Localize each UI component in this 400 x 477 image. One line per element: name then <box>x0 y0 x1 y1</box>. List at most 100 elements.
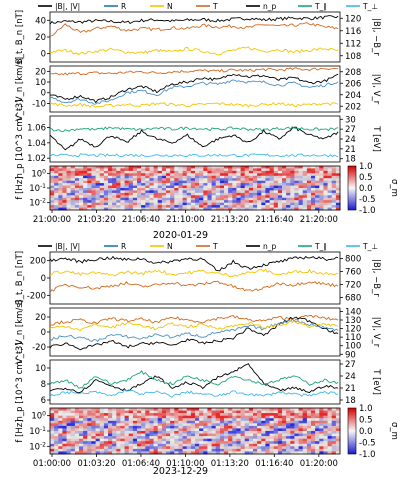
spectrogram-cell <box>99 415 105 419</box>
spectrogram-cell <box>87 200 92 203</box>
spectrogram-cell <box>87 451 92 455</box>
spectrogram-cell <box>207 166 212 169</box>
spectrogram-cell <box>195 446 200 450</box>
spectrogram-cell <box>199 428 204 432</box>
spectrogram-cell <box>153 408 159 411</box>
spectrogram-cell <box>211 415 217 419</box>
spectrogram-cell <box>66 175 72 179</box>
spectrogram-cell <box>170 188 175 191</box>
spectrogram-cell <box>195 420 200 424</box>
ytick-label-right: 90 <box>345 350 356 360</box>
spectrogram-cell <box>132 425 138 429</box>
spectrogram-cell <box>203 188 208 191</box>
spectrogram-cell <box>232 190 237 194</box>
spectrogram-cell <box>54 168 59 172</box>
spectrogram-cell <box>132 166 138 169</box>
ylabel-right: |V|, V_r <box>371 317 381 348</box>
spectrogram-cell <box>253 423 258 427</box>
spectrogram-cell <box>244 425 250 429</box>
spectrogram-cell <box>54 408 59 411</box>
spectrogram-cell <box>74 408 80 411</box>
spectrogram-cell <box>87 168 92 172</box>
spectrogram-cell <box>211 420 217 424</box>
spectrogram-cell <box>178 431 183 434</box>
spectrogram-cell <box>302 178 308 181</box>
spectrogram-cell <box>83 448 88 452</box>
spectrogram-cell <box>302 410 308 414</box>
spectrogram-cell <box>103 428 109 432</box>
spectrogram-cell <box>273 446 279 450</box>
ytick-label-right: 18 <box>345 155 356 165</box>
spectrogram-cell <box>195 410 200 414</box>
spectrogram-cell <box>286 441 291 445</box>
spectrogram-cell <box>103 420 109 424</box>
spectrogram-cell <box>174 433 179 437</box>
spectrogram-cell <box>112 420 117 424</box>
spectrogram-cell <box>282 170 287 174</box>
spectrogram-cell <box>244 175 250 179</box>
spectrogram-cell <box>261 200 266 203</box>
spectrogram-cell <box>141 423 146 427</box>
spectrogram-cell <box>149 183 154 186</box>
spectrogram-cell <box>211 413 217 417</box>
spectrogram-cell <box>257 428 262 432</box>
spectrogram-cell <box>128 443 134 447</box>
spectrogram-cell <box>207 420 212 424</box>
spectrogram-cell <box>195 425 200 429</box>
panel-frame <box>49 307 341 357</box>
spectrogram-cell <box>195 436 200 440</box>
spectrogram-cell <box>282 408 287 411</box>
spectrogram-cell <box>224 166 229 169</box>
spectrogram-cell <box>286 175 291 179</box>
spectrogram-cell <box>290 433 295 437</box>
spectrogram-cell <box>331 200 337 203</box>
spectrogram-cell <box>79 178 84 181</box>
spectrogram-cell <box>124 180 130 184</box>
spectrogram-cell <box>211 183 217 186</box>
spectrogram-cell <box>282 205 287 208</box>
spectrogram-cell <box>70 410 76 414</box>
spectrogram-cell <box>240 418 246 422</box>
spectrogram-cell <box>149 175 154 179</box>
spectrogram-cell <box>174 443 179 447</box>
spectrogram-cell <box>211 408 217 411</box>
spectrogram-cell <box>62 202 67 206</box>
spectrogram-cell <box>240 170 246 174</box>
spectrogram-cell <box>141 436 146 440</box>
spectrogram-cell <box>178 436 183 440</box>
spectrogram-cell <box>236 170 241 174</box>
spectrogram-cell <box>149 418 154 422</box>
spectrogram-cell <box>120 190 125 194</box>
spectrogram-cell <box>290 207 295 211</box>
spectrogram-cell <box>186 195 192 199</box>
spectrogram-cell <box>327 168 333 172</box>
spectrogram-cell <box>145 170 150 174</box>
spectrogram-cell <box>315 408 320 411</box>
spectrogram-cell <box>319 195 324 199</box>
series-line <box>49 316 339 351</box>
spectrogram-cell <box>315 192 320 196</box>
spectrogram-cell <box>99 202 105 206</box>
spectrogram-cell <box>298 178 304 181</box>
spectrogram-cell <box>211 180 217 184</box>
spectrogram-cell <box>286 178 291 181</box>
spectrogram-cell <box>335 188 341 191</box>
spectrogram-cell <box>273 192 279 196</box>
ytick-label-left: 10-2 <box>29 198 46 209</box>
spectrogram-cell <box>224 415 229 419</box>
spectrogram-cell <box>327 173 333 177</box>
spectrogram-cell <box>261 443 266 447</box>
spectrogram-cell <box>311 410 316 414</box>
spectrogram-cell <box>298 436 304 440</box>
spectrogram-cell <box>298 170 304 174</box>
spectrogram-cell <box>282 207 287 211</box>
spectrogram-cell <box>66 446 72 450</box>
spectrogram-cell <box>66 173 72 177</box>
spectrogram-cell <box>323 183 328 186</box>
spectrogram-cell <box>311 202 316 206</box>
spectrogram-cell <box>174 166 179 169</box>
spectrogram-cell <box>190 448 196 452</box>
spectrogram-cell <box>74 166 80 169</box>
spectrogram-cell <box>199 190 204 194</box>
spectrogram-cell <box>286 428 291 432</box>
